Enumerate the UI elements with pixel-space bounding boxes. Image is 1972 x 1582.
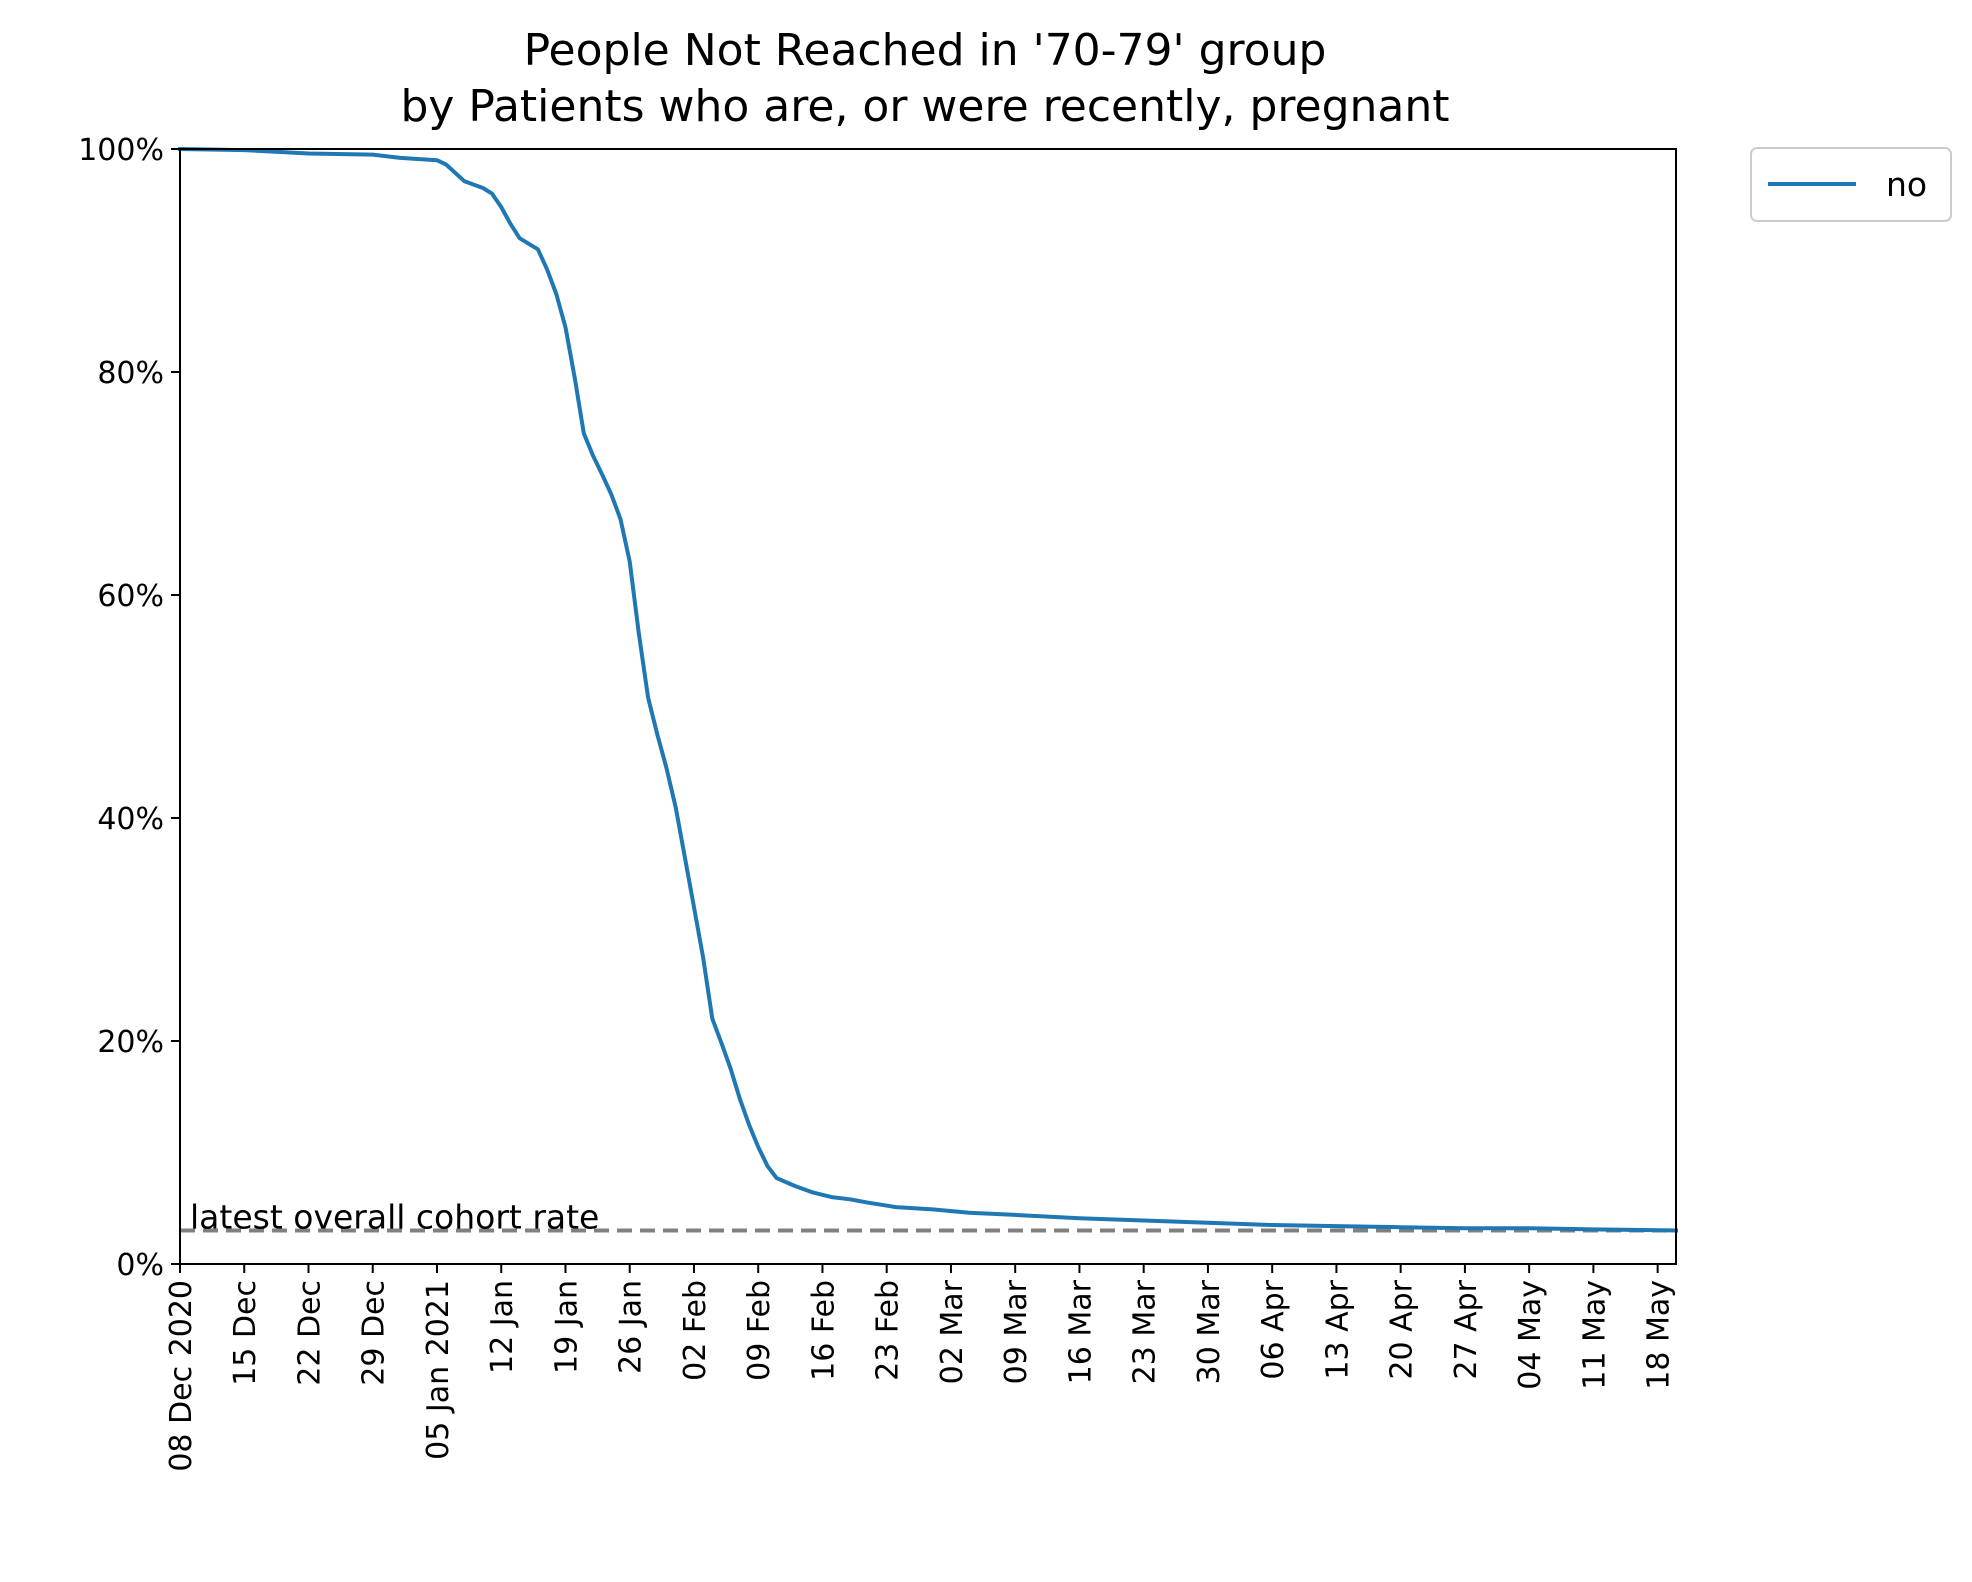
x-tick-label: 13 Apr xyxy=(1320,1279,1355,1379)
y-tick-label: 60% xyxy=(97,579,164,614)
x-tick-label: 12 Jan xyxy=(485,1280,520,1374)
y-tick-label: 80% xyxy=(97,356,164,391)
reference-line-label: latest overall cohort rate xyxy=(190,1198,599,1237)
x-tick-label: 16 Mar xyxy=(1063,1279,1098,1384)
x-tick-label: 06 Apr xyxy=(1256,1279,1291,1379)
x-tick-label: 30 Mar xyxy=(1192,1279,1227,1384)
reference-line-group: latest overall cohort rate xyxy=(180,1198,1676,1237)
x-tick-label: 15 Dec xyxy=(228,1280,263,1386)
chart-subtitle: by Patients who are, or were recently, p… xyxy=(400,81,1449,132)
chart-title: People Not Reached in '70-79' group xyxy=(524,25,1327,76)
x-tick-label: 16 Feb xyxy=(806,1280,841,1381)
x-tick-label: 05 Jan 2021 xyxy=(421,1280,456,1460)
y-tick-label: 40% xyxy=(97,802,164,837)
x-tick-label: 22 Dec xyxy=(292,1280,327,1386)
x-tick-label: 20 Apr xyxy=(1385,1279,1420,1379)
x-tick-label: 26 Jan xyxy=(614,1280,649,1374)
x-tick-label: 19 Jan xyxy=(549,1280,584,1374)
y-axis: 0% 20% 40% 60% 80% 100% xyxy=(78,133,180,1283)
x-tick-label: 11 May xyxy=(1577,1280,1612,1390)
x-tick-label: 09 Feb xyxy=(742,1280,777,1381)
legend: no xyxy=(1750,147,1952,222)
series-line-no xyxy=(177,146,1679,1233)
plot-frame xyxy=(179,148,1677,1265)
x-tick-label: 04 May xyxy=(1513,1280,1548,1390)
x-tick-label: 02 Feb xyxy=(678,1280,713,1381)
x-axis: 08 Dec 2020 15 Dec 22 Dec 29 Dec 05 Jan 2021… xyxy=(164,1264,1677,1472)
x-tick-label: 09 Mar xyxy=(999,1279,1034,1384)
x-tick-label: 29 Dec xyxy=(357,1280,392,1386)
legend-label-no: no xyxy=(1886,165,1927,204)
x-tick-label: 02 Mar xyxy=(935,1279,970,1384)
x-tick-label: 18 May xyxy=(1642,1280,1677,1390)
x-tick-label: 08 Dec 2020 xyxy=(164,1280,199,1472)
x-tick-label: 23 Feb xyxy=(871,1280,906,1381)
y-tick-label: 0% xyxy=(116,1248,164,1283)
y-tick-label: 20% xyxy=(97,1025,164,1060)
x-tick-label: 27 Apr xyxy=(1449,1279,1484,1379)
y-tick-label: 100% xyxy=(78,133,164,168)
x-tick-label: 23 Mar xyxy=(1128,1279,1163,1384)
